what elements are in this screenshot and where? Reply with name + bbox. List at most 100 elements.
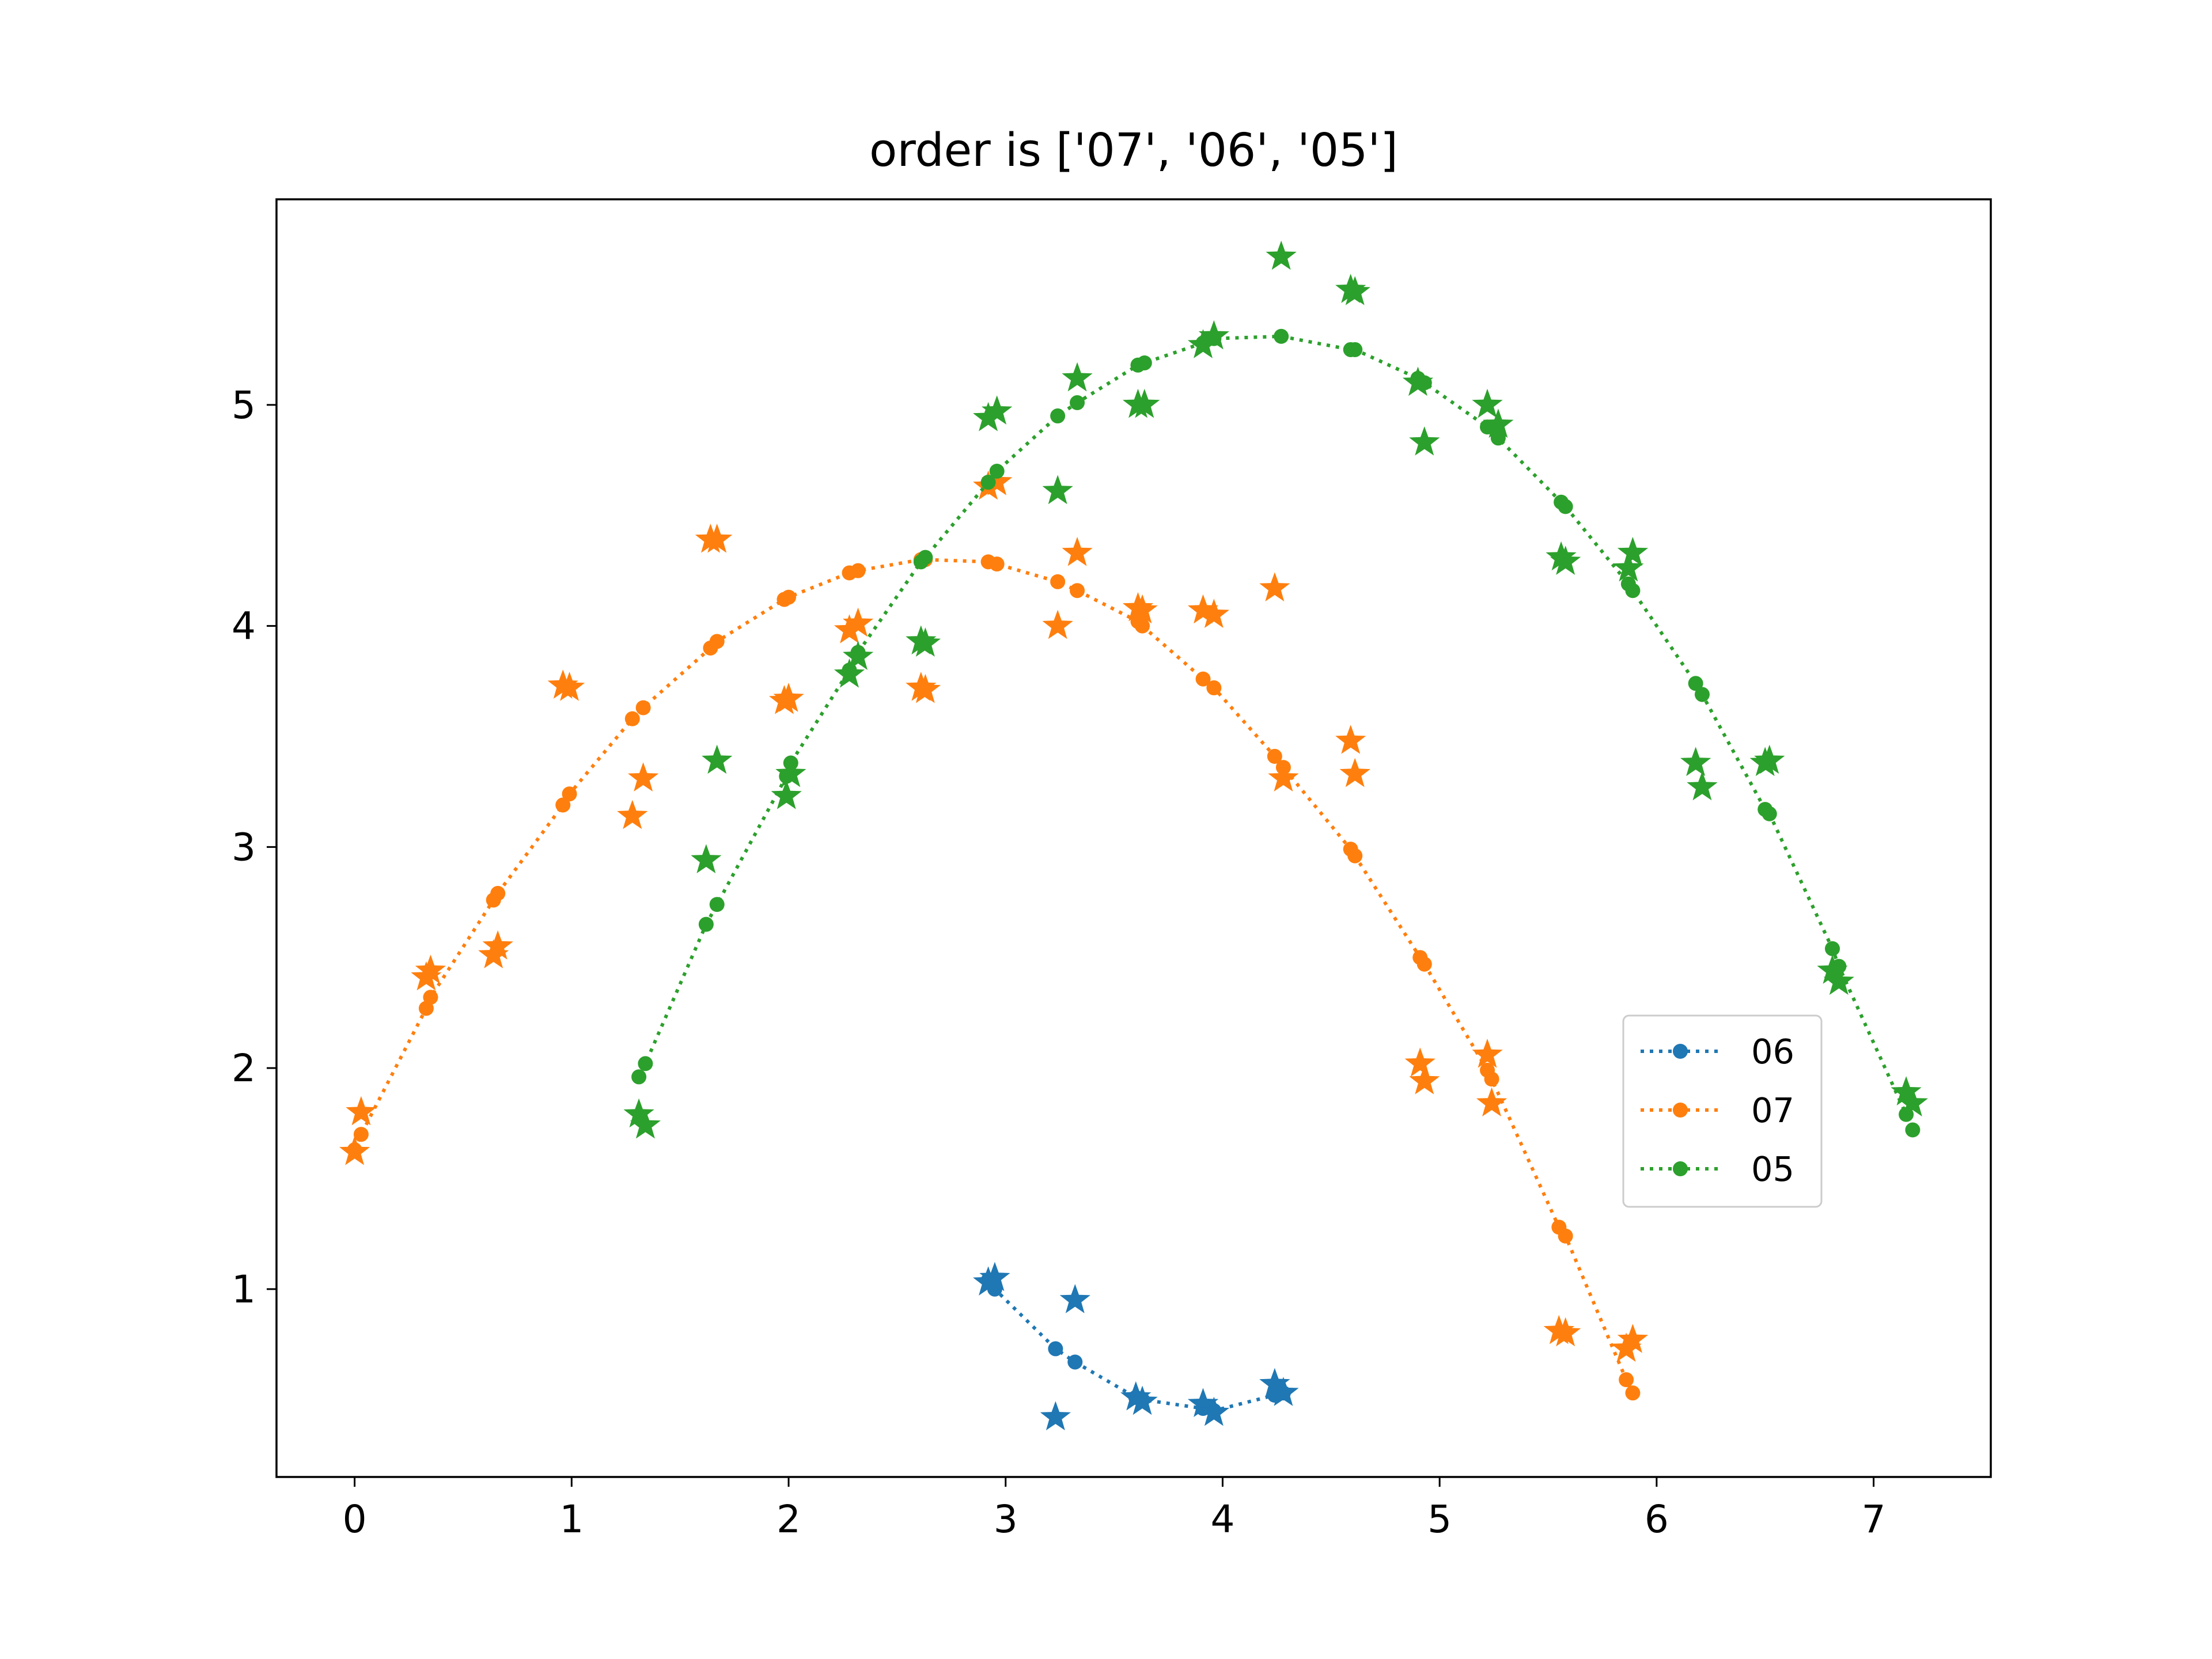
line-point [1048, 1341, 1063, 1357]
star-point [1339, 276, 1370, 305]
legend-label: 05 [1751, 1149, 1794, 1189]
star-point [1268, 762, 1299, 791]
axes-frame [275, 198, 1992, 1478]
line-point [631, 1069, 647, 1085]
line-point [1070, 395, 1085, 411]
star-point [1891, 1076, 1922, 1105]
legend-label: 06 [1751, 1032, 1794, 1071]
star-point [775, 757, 806, 787]
y-tick-label: 2 [232, 1046, 256, 1090]
line-point [1490, 430, 1506, 446]
line-point [1625, 1385, 1641, 1401]
line-point [980, 475, 996, 490]
star-point [702, 744, 733, 774]
star-point [346, 1096, 377, 1126]
star-point [910, 673, 941, 703]
line-point [1137, 355, 1152, 370]
legend-marker [1673, 1161, 1688, 1176]
star-point [482, 930, 513, 960]
series-05 [623, 240, 1928, 1139]
star-point [1266, 240, 1297, 270]
line-point [1484, 1071, 1499, 1087]
y-tick-label: 3 [232, 825, 256, 869]
y-tick-label: 4 [232, 604, 256, 649]
x-tick-label: 2 [777, 1497, 801, 1541]
star-point [415, 955, 446, 984]
star-point [1198, 320, 1229, 350]
line-point [709, 634, 725, 649]
line-point [1347, 342, 1363, 357]
star-point [1613, 552, 1644, 582]
line-point [989, 463, 1005, 479]
star-point [973, 402, 1004, 431]
star-point [834, 614, 865, 643]
star-point [1546, 541, 1577, 571]
line-point [1558, 1228, 1573, 1244]
star-point [1823, 965, 1854, 995]
star-point [982, 466, 1013, 495]
series-05-observed [623, 240, 1928, 1139]
star-point [1187, 594, 1219, 624]
x-axis: 0 1 2 3 4 5 6 7 [343, 1477, 1886, 1541]
star-point [1059, 1284, 1090, 1313]
star-point [1339, 757, 1370, 787]
y-tick-label: 5 [232, 383, 256, 427]
x-tick-label: 3 [994, 1497, 1018, 1541]
line-point [1050, 408, 1066, 424]
line-point [1825, 941, 1840, 956]
line-point [353, 1127, 369, 1142]
star-point [1472, 388, 1503, 418]
star-point [1042, 475, 1073, 505]
line-point [1558, 499, 1573, 514]
series-06-observed [973, 1262, 1299, 1430]
line-point [1206, 680, 1222, 696]
line-point [1067, 1354, 1083, 1370]
x-tick-label: 5 [1427, 1497, 1452, 1541]
star-point [1687, 771, 1718, 801]
star-point [1897, 1087, 1928, 1117]
star-point [1127, 594, 1158, 624]
legend-label: 07 [1751, 1090, 1794, 1130]
star-point [1062, 362, 1093, 392]
legend-item-07: 07 [1641, 1090, 1794, 1130]
line-point [989, 556, 1005, 572]
star-point [1409, 1065, 1440, 1094]
line-point [1688, 676, 1703, 691]
line-point [635, 700, 651, 715]
star-point [617, 800, 648, 830]
legend-item-06: 06 [1641, 1032, 1794, 1071]
line-point [1267, 749, 1282, 764]
line-point [1274, 328, 1289, 344]
star-point [1335, 725, 1366, 754]
line-point [1625, 583, 1641, 599]
star-point [1817, 955, 1848, 984]
line-point [423, 990, 438, 1005]
star-point [1680, 747, 1711, 777]
y-axis: 1 2 3 4 5 [232, 383, 276, 1312]
plot-area [339, 240, 1928, 1430]
star-point [623, 1098, 654, 1128]
star-point [1259, 1368, 1290, 1397]
star-point [554, 672, 585, 701]
series-07-fit [347, 552, 1641, 1401]
star-point [1129, 388, 1160, 418]
star-point [1617, 1324, 1649, 1353]
star-point [1062, 537, 1093, 566]
y-tick-label: 1 [232, 1267, 256, 1312]
line-point [918, 550, 933, 565]
star-point [702, 524, 733, 553]
star-point [982, 395, 1013, 425]
star-point [1187, 329, 1219, 358]
star-point [1483, 408, 1514, 438]
x-tick-label: 0 [343, 1497, 367, 1541]
star-point [1404, 1047, 1435, 1077]
star-point [843, 641, 874, 670]
star-point [773, 683, 804, 712]
line-point [850, 563, 866, 578]
line-point [1694, 687, 1710, 702]
line-point [1135, 618, 1150, 634]
star-point [1550, 546, 1581, 575]
star-point [771, 780, 802, 809]
